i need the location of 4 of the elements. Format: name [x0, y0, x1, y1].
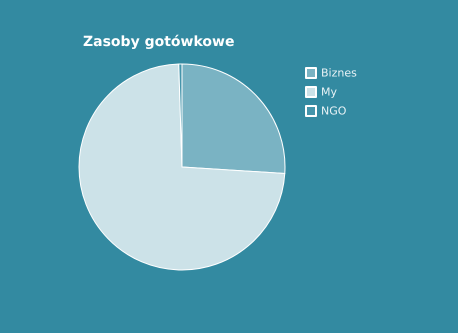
legend-label: My: [321, 86, 338, 98]
legend-label: Biznes: [321, 66, 358, 80]
chart-title: Zasoby gotówkowe: [83, 34, 234, 50]
legend-label: NGO: [321, 104, 347, 118]
